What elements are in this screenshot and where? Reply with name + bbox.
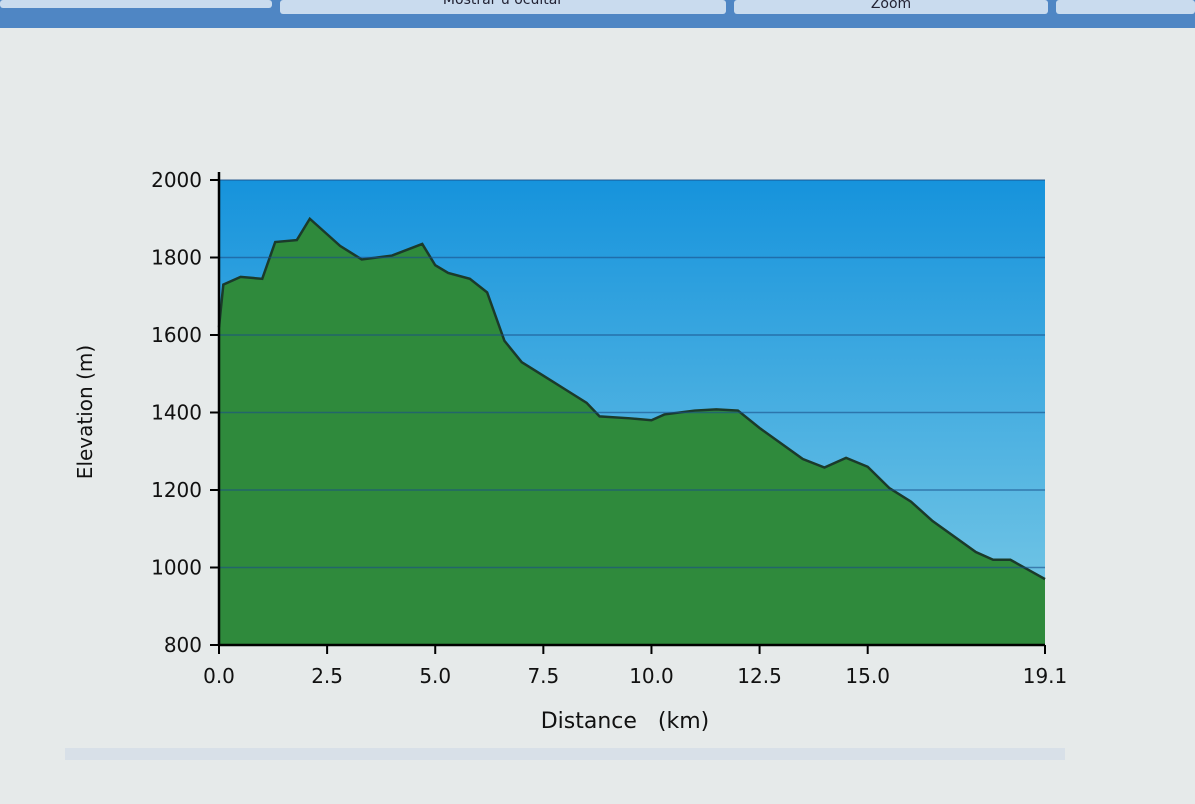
x-tick-label: 12.5 bbox=[737, 664, 782, 688]
x-tick-label: 2.5 bbox=[311, 664, 343, 688]
y-tick-label: 1000 bbox=[151, 556, 202, 580]
x-tick-label: 19.1 bbox=[1023, 664, 1068, 688]
toolbar-button[interactable] bbox=[0, 0, 272, 8]
toolbar-button[interactable] bbox=[734, 0, 1048, 14]
x-tick-label: 0.0 bbox=[203, 664, 235, 688]
y-tick-label: 1800 bbox=[151, 246, 202, 270]
area bbox=[219, 218, 1045, 645]
y-axis-label: Elevation (m) bbox=[73, 345, 97, 479]
y-tick-label: 1600 bbox=[151, 323, 202, 347]
toolbar-button[interactable] bbox=[1056, 0, 1195, 14]
panel-shadow bbox=[65, 748, 1065, 760]
x-tick-label: 7.5 bbox=[527, 664, 559, 688]
y-tick-label: 1200 bbox=[151, 478, 202, 502]
toolbar-button[interactable] bbox=[280, 0, 726, 14]
x-tick-label: 10.0 bbox=[629, 664, 674, 688]
x-axis-label: Distance (km) bbox=[541, 709, 710, 734]
x-tick-label: 5.0 bbox=[419, 664, 451, 688]
button-label[interactable]: Mostrar u ocultar bbox=[443, 0, 563, 8]
profile-line bbox=[217, 216, 1046, 581]
x-tick-label: 15.0 bbox=[845, 664, 890, 688]
y-tick-label: 1400 bbox=[151, 401, 202, 425]
y-tick-label: 800 bbox=[164, 633, 202, 657]
button-label[interactable]: Zoom bbox=[871, 0, 911, 12]
y-tick-label: 2000 bbox=[151, 168, 202, 192]
